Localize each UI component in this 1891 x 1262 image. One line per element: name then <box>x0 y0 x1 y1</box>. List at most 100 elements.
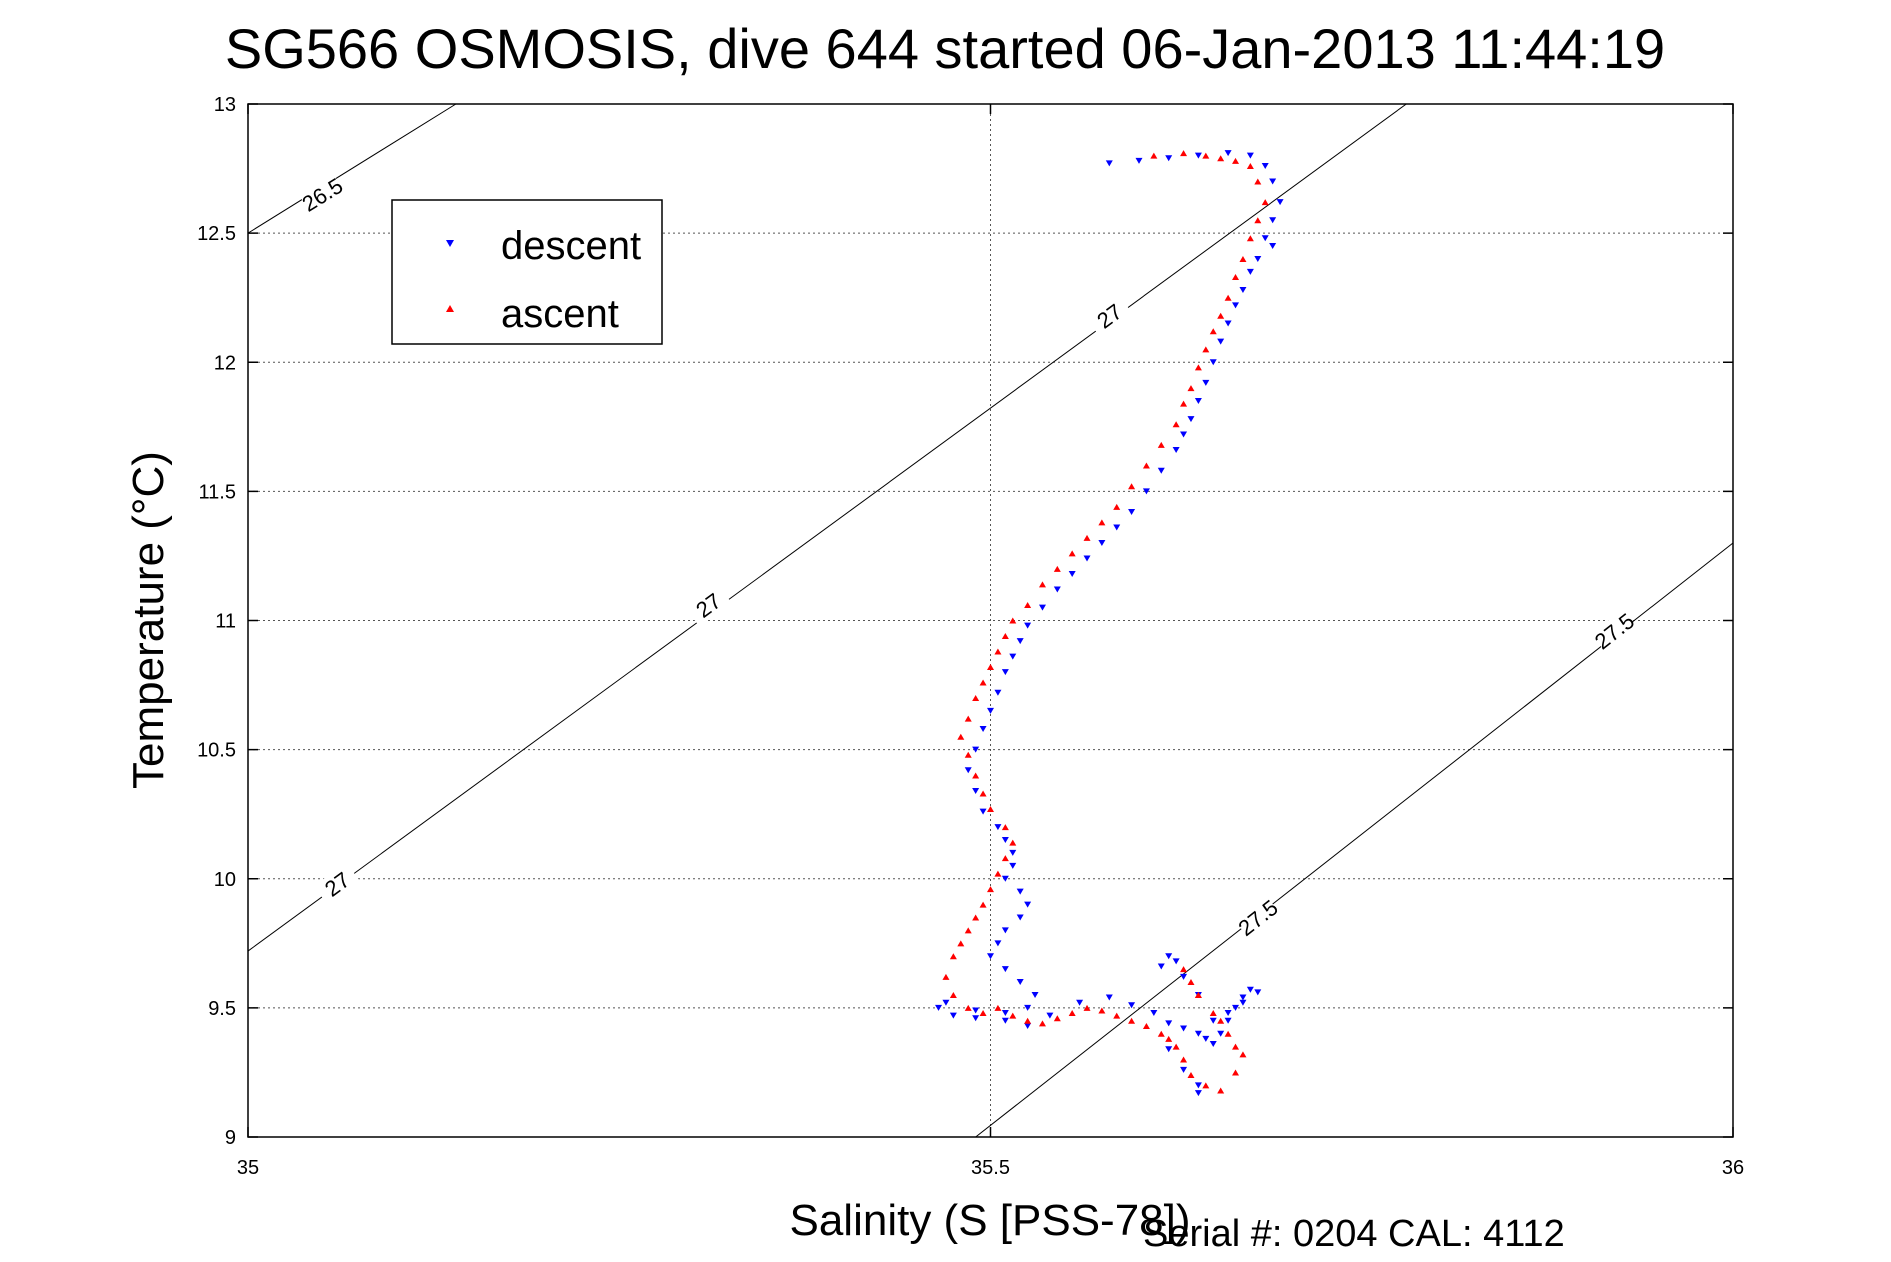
chart-title: SG566 OSMOSIS, dive 644 started 06-Jan-2… <box>225 17 1665 80</box>
data-point-ascent <box>1187 979 1195 986</box>
data-point-ascent <box>1187 1072 1195 1079</box>
y-axis-ticks: 9 9.5 10 10.5 11 11.5 12 12.5 13 <box>197 94 1733 1149</box>
data-point-ascent <box>1180 1056 1188 1063</box>
y-tick-label: 13 <box>214 94 236 116</box>
data-point-ascent <box>1113 503 1121 510</box>
y-tick-label: 11.5 <box>199 481 236 503</box>
data-point-descent <box>1001 927 1009 934</box>
data-point-descent <box>1024 622 1032 629</box>
data-point-ascent <box>979 901 987 908</box>
data-point-ascent <box>957 940 965 947</box>
data-point-descent <box>1016 914 1024 921</box>
data-point-descent <box>1232 1004 1240 1011</box>
data-point-descent <box>1202 379 1210 386</box>
y-tick-label: 11 <box>215 611 236 633</box>
data-point-ascent <box>1172 1043 1180 1050</box>
data-point-descent <box>1187 416 1195 423</box>
data-point-descent <box>1016 638 1024 645</box>
data-point-ascent <box>964 751 972 758</box>
data-point-ascent <box>1157 441 1165 448</box>
y-tick-label: 9.5 <box>208 998 236 1020</box>
data-point-descent <box>1038 604 1046 611</box>
data-point-ascent <box>1053 1015 1061 1022</box>
data-point-ascent <box>1009 839 1017 846</box>
data-point-descent <box>935 1004 943 1011</box>
data-point-ascent <box>987 806 994 813</box>
data-point-descent <box>1024 1004 1032 1011</box>
data-point-descent <box>1246 152 1254 159</box>
data-point-descent <box>1180 1025 1188 1032</box>
data-point-ascent <box>1053 565 1061 572</box>
isopycnal-label-bg <box>1234 895 1281 940</box>
y-axis-label: Temperature (°C) <box>124 451 173 789</box>
data-point-descent <box>1128 509 1136 516</box>
data-point-ascent <box>1024 1017 1032 1024</box>
data-point-ascent <box>994 1004 1002 1011</box>
data-point-descent <box>1113 524 1121 531</box>
data-point-ascent <box>1038 581 1046 588</box>
data-point-ascent <box>987 886 994 893</box>
data-point-descent <box>1076 999 1084 1006</box>
data-point-descent <box>942 999 950 1006</box>
isopycnal-label-bg <box>685 583 732 627</box>
data-point-ascent <box>1180 966 1188 973</box>
data-point-descent <box>1009 862 1017 869</box>
legend-box <box>391 199 663 345</box>
data-point-descent <box>1165 1020 1173 1027</box>
data-point-descent <box>1269 243 1277 250</box>
y-tick-label: 9 <box>225 1127 236 1149</box>
data-point-descent <box>1217 338 1225 345</box>
y-tick-label: 12.5 <box>197 223 236 245</box>
data-point-descent <box>1083 555 1091 562</box>
data-point-ascent <box>1224 294 1232 301</box>
x-tick-label: 35.5 <box>971 1157 1010 1179</box>
data-point-ascent <box>1150 152 1158 159</box>
data-point-descent <box>1157 963 1165 970</box>
data-point-descent <box>979 725 987 732</box>
data-point-descent <box>1165 155 1173 162</box>
x-axis-label: Salinity (S [PSS-78]) <box>789 1196 1190 1245</box>
data-point-descent <box>972 1007 980 1014</box>
data-point-ascent <box>1254 217 1262 224</box>
data-point-ascent <box>1024 602 1032 609</box>
data-point-ascent <box>964 715 972 722</box>
data-point-descent <box>1209 1041 1217 1048</box>
data-point-ascent <box>972 914 980 921</box>
data-point-ascent <box>1187 385 1195 392</box>
data-point-ascent <box>949 953 957 960</box>
data-point-descent <box>1001 669 1009 676</box>
data-point-ascent <box>1202 1082 1210 1089</box>
data-point-ascent <box>1254 178 1262 185</box>
data-point-ascent <box>1098 519 1106 526</box>
grid-lines <box>248 104 1733 1137</box>
data-point-ascent <box>1068 1010 1076 1017</box>
data-point-ascent <box>1202 346 1210 353</box>
data-point-ascent <box>957 733 965 740</box>
data-point-ascent <box>1224 1030 1232 1037</box>
data-point-ascent <box>987 663 994 670</box>
data-point-descent <box>1194 1090 1202 1097</box>
data-point-descent <box>1261 235 1269 242</box>
data-point-descent <box>1180 431 1188 438</box>
data-point-ascent <box>1217 155 1225 162</box>
data-point-ascent <box>1194 991 1202 998</box>
data-point-descent <box>987 707 994 714</box>
data-point-ascent <box>1261 199 1269 206</box>
data-point-descent <box>1224 1010 1232 1017</box>
data-point-ascent <box>964 1004 972 1011</box>
data-point-descent <box>1053 586 1061 593</box>
data-point-descent <box>1001 875 1009 882</box>
data-point-ascent <box>1209 328 1217 335</box>
data-point-descent <box>1194 397 1202 404</box>
data-point-descent <box>1016 979 1024 986</box>
data-point-descent <box>1224 1017 1232 1024</box>
data-point-descent <box>1209 359 1217 366</box>
data-point-descent <box>1254 989 1262 996</box>
data-point-descent <box>1239 994 1247 1001</box>
data-point-ascent <box>964 927 972 934</box>
data-point-ascent <box>1083 1004 1091 1011</box>
data-point-ascent <box>1009 1012 1017 1019</box>
data-point-descent <box>1105 994 1113 1001</box>
data-point-ascent <box>1246 162 1254 169</box>
